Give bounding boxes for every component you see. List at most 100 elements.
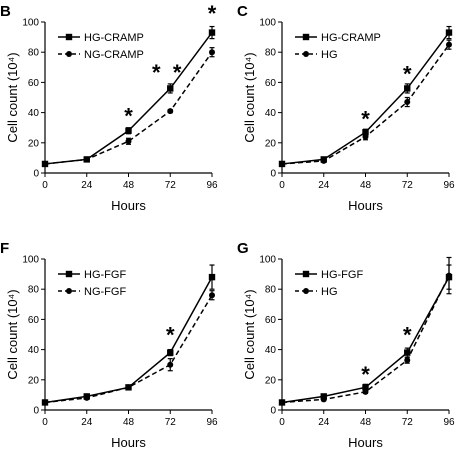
x-axis-title: Hours <box>348 435 383 450</box>
legend-label: HG-FGF <box>84 269 126 281</box>
data-point <box>42 399 48 406</box>
y-tick-label: 100 <box>259 255 276 266</box>
legend-label: HG <box>321 49 338 61</box>
x-tick-label: 48 <box>360 180 372 191</box>
y-tick-label: 0 <box>33 169 39 180</box>
chart-panel-c: C 0 20 40 60 80 100 0 24 48 72 96 Hours Cell count (1… <box>237 3 455 213</box>
significance-marker: * <box>166 323 175 348</box>
legend-entry: HG-CRAMP <box>58 32 144 44</box>
y-tick-label: 100 <box>22 18 39 29</box>
data-point <box>209 292 215 299</box>
y-tick-label: 100 <box>22 255 39 266</box>
y-tick-label: 0 <box>270 169 276 180</box>
data-point <box>404 349 411 356</box>
data-point <box>125 127 132 134</box>
x-tick-label: 0 <box>279 180 285 191</box>
legend-label: HG-FGF <box>321 269 363 281</box>
legend-entry: NG-FGF <box>58 286 126 298</box>
data-point <box>208 29 216 36</box>
series-line <box>44 276 213 404</box>
significance-marker: * <box>403 323 412 348</box>
x-tick-label: 72 <box>165 180 177 191</box>
x-tick-label: 24 <box>318 180 330 191</box>
y-tick-label: 100 <box>259 18 276 29</box>
legend-marker <box>302 270 310 278</box>
panel-letter: B <box>0 3 11 20</box>
x-tick-label: 0 <box>279 417 285 428</box>
data-point <box>279 399 285 406</box>
data-point <box>362 129 369 136</box>
legend-marker <box>303 51 309 57</box>
x-tick-label: 72 <box>165 417 177 428</box>
series-line <box>281 44 450 165</box>
x-tick-label: 48 <box>123 180 135 191</box>
panel-letter: C <box>237 3 248 20</box>
x-tick-label: 48 <box>123 417 135 428</box>
chart-panel-b: B 0 20 40 60 80 100 0 24 48 72 96 Hours Cell count (1… <box>0 1 218 213</box>
legend-marker <box>303 288 309 294</box>
data-point <box>446 41 452 48</box>
y-tick-label: 20 <box>265 375 277 386</box>
y-tick-label: 80 <box>265 48 277 59</box>
x-tick-label: 48 <box>360 417 372 428</box>
series-ng-fgf <box>42 290 215 406</box>
data-point <box>83 394 90 401</box>
chart-panel-f: F 0 20 40 60 80 100 0 24 48 72 96 Hours Cell count (1… <box>0 240 218 450</box>
legend-marker <box>302 33 310 41</box>
x-tick-label: 24 <box>81 417 93 428</box>
significance-marker: * <box>208 1 217 26</box>
significance-marker: * <box>361 107 370 132</box>
data-point <box>446 272 452 279</box>
x-tick-label: 0 <box>42 180 48 191</box>
panel-letter: G <box>237 240 249 257</box>
data-point <box>362 384 369 391</box>
y-tick-label: 20 <box>265 138 277 149</box>
x-tick-label: 96 <box>206 180 218 191</box>
y-tick-label: 60 <box>28 315 40 326</box>
x-tick-label: 24 <box>81 180 93 191</box>
legend-marker <box>66 51 72 57</box>
data-point <box>209 49 215 56</box>
series-ng-cramp <box>42 47 215 167</box>
y-axis-title: Cell count (10⁴) <box>242 289 257 379</box>
x-tick-label: 96 <box>443 417 455 428</box>
legend-entry: HG <box>295 286 338 298</box>
data-point <box>320 396 327 403</box>
significance-marker: * <box>152 60 161 85</box>
data-point <box>404 85 411 92</box>
y-tick-label: 80 <box>28 285 40 296</box>
data-point <box>279 160 285 167</box>
legend-marker <box>65 270 73 278</box>
legend-entry: HG-FGF <box>295 269 363 281</box>
y-tick-label: 40 <box>265 108 277 119</box>
y-tick-label: 0 <box>270 406 276 417</box>
x-tick-label: 24 <box>318 417 330 428</box>
x-axis-title: Hours <box>348 198 383 213</box>
legend-entry: NG-CRAMP <box>58 49 144 61</box>
x-tick-label: 72 <box>402 180 414 191</box>
data-point <box>404 99 411 106</box>
data-point <box>42 160 48 167</box>
series-hg-cramp <box>278 25 453 168</box>
x-tick-label: 0 <box>42 417 48 428</box>
data-point <box>320 157 327 164</box>
y-tick-label: 60 <box>265 315 277 326</box>
data-point <box>125 384 132 391</box>
legend-entry: HG-CRAMP <box>295 32 381 44</box>
chart-panel-g: G 0 20 40 60 80 100 0 24 48 72 96 Hours Cell count (1… <box>237 240 455 450</box>
legend-label: HG-CRAMP <box>84 32 144 44</box>
legend-label: HG-CRAMP <box>321 32 381 44</box>
data-point <box>362 133 369 140</box>
x-tick-label: 72 <box>402 417 414 428</box>
legend-entry: HG <box>295 49 338 61</box>
x-tick-label: 96 <box>206 417 218 428</box>
series-hg <box>279 256 452 406</box>
data-point <box>404 357 411 364</box>
series-hg-cramp <box>41 25 216 168</box>
y-tick-label: 20 <box>28 138 40 149</box>
data-point <box>167 361 174 368</box>
data-point <box>320 393 327 400</box>
legend-marker <box>66 288 72 294</box>
legend-label: NG-FGF <box>84 286 126 298</box>
